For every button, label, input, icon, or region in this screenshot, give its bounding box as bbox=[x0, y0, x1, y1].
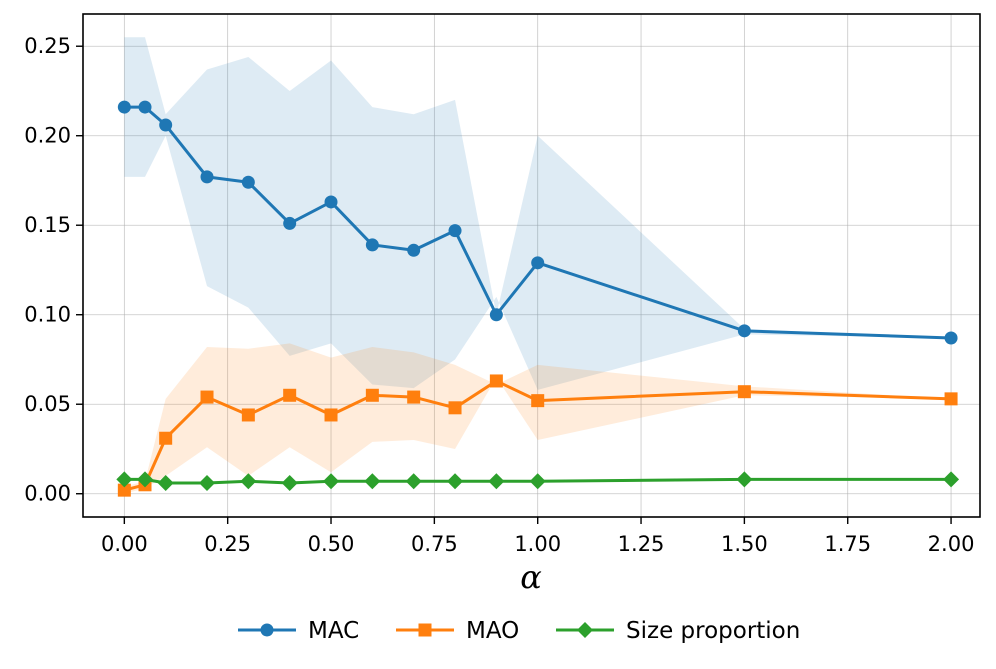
data-point-mao bbox=[283, 388, 297, 402]
x-tick-label: 0.50 bbox=[308, 532, 355, 556]
data-point-size-proportion bbox=[157, 474, 174, 491]
data-point-mao bbox=[159, 431, 173, 445]
data-point-size-proportion bbox=[943, 471, 960, 488]
data-point-mao bbox=[407, 390, 421, 404]
data-point-mac bbox=[407, 243, 421, 257]
data-point-mao bbox=[737, 385, 751, 399]
data-point-mac bbox=[531, 256, 545, 270]
data-point-mac bbox=[138, 100, 152, 114]
y-tick-label: 0.20 bbox=[24, 124, 71, 148]
data-point-mac bbox=[448, 224, 462, 238]
series-size-proportion bbox=[116, 471, 960, 491]
data-point-mao bbox=[944, 392, 958, 406]
x-tick-label: 1.50 bbox=[721, 532, 768, 556]
data-point-mao bbox=[324, 408, 338, 422]
band-mao bbox=[124, 343, 952, 494]
legend-label: Size proportion bbox=[626, 618, 800, 644]
data-point-mao bbox=[448, 401, 462, 415]
legend-marker bbox=[260, 623, 274, 637]
band-mac bbox=[124, 37, 952, 390]
legend-entry-mao: MAO bbox=[396, 618, 519, 644]
series-layer bbox=[116, 100, 960, 497]
data-point-mao bbox=[241, 408, 255, 422]
legend: MAC MAO Size proportion bbox=[238, 618, 800, 644]
series-mao bbox=[117, 374, 958, 497]
data-point-mac bbox=[944, 331, 958, 345]
data-point-mac bbox=[117, 100, 131, 114]
data-point-size-proportion bbox=[116, 471, 133, 488]
data-point-size-proportion bbox=[364, 473, 381, 490]
axis-ticks: 0.00 0.25 0.50 0.75 1.00 1.25 1.50 1.75 2.00 0.00… bbox=[24, 34, 974, 556]
y-tick-label: 0.00 bbox=[24, 482, 71, 506]
data-point-mac bbox=[489, 308, 503, 322]
legend-label: MAC bbox=[308, 618, 359, 644]
legend-label: MAO bbox=[466, 618, 519, 644]
data-point-mac bbox=[324, 195, 338, 209]
data-point-mao bbox=[365, 388, 379, 402]
legend-marker bbox=[418, 623, 432, 637]
data-point-size-proportion bbox=[137, 471, 154, 488]
x-axis-label: α bbox=[520, 558, 542, 596]
data-point-size-proportion bbox=[199, 474, 216, 491]
data-point-size-proportion bbox=[323, 473, 340, 490]
data-point-mao bbox=[531, 394, 545, 408]
data-point-size-proportion bbox=[488, 473, 505, 490]
x-tick-label: 0.25 bbox=[204, 532, 251, 556]
data-point-size-proportion bbox=[736, 471, 753, 488]
legend-entry-size-proportion: Size proportion bbox=[556, 618, 800, 644]
data-point-size-proportion bbox=[529, 473, 546, 490]
plot-frame bbox=[82, 13, 981, 518]
data-point-mao bbox=[200, 390, 214, 404]
x-tick-label: 1.00 bbox=[514, 532, 561, 556]
data-point-mao bbox=[489, 374, 503, 388]
series-line-mac bbox=[124, 105, 952, 340]
x-tick-label: 1.25 bbox=[618, 532, 665, 556]
data-point-size-proportion bbox=[240, 473, 257, 490]
data-point-mac bbox=[283, 216, 297, 230]
data-point-size-proportion bbox=[447, 473, 464, 490]
x-tick-label: 2.00 bbox=[928, 532, 975, 556]
data-point-mac bbox=[241, 175, 255, 189]
data-point-size-proportion bbox=[405, 473, 422, 490]
series-line-mao bbox=[123, 379, 952, 492]
y-tick-label: 0.25 bbox=[24, 34, 71, 58]
data-point-mao bbox=[117, 483, 131, 497]
data-point-size-proportion bbox=[281, 474, 298, 491]
data-point-mac bbox=[737, 324, 751, 338]
y-tick-label: 0.10 bbox=[24, 303, 71, 327]
x-tick-label: 0.00 bbox=[101, 532, 148, 556]
data-point-mac bbox=[200, 170, 214, 184]
legend-marker bbox=[577, 622, 593, 638]
series-mac bbox=[117, 100, 958, 345]
x-tick-label: 1.75 bbox=[824, 532, 871, 556]
data-point-mac bbox=[365, 238, 379, 252]
y-tick-label: 0.15 bbox=[24, 213, 71, 237]
confidence-bands bbox=[124, 37, 952, 494]
x-tick-label: 0.75 bbox=[411, 532, 458, 556]
y-tick-label: 0.05 bbox=[24, 392, 71, 416]
data-point-mac bbox=[159, 118, 173, 132]
legend-entry-mac: MAC bbox=[238, 618, 359, 644]
